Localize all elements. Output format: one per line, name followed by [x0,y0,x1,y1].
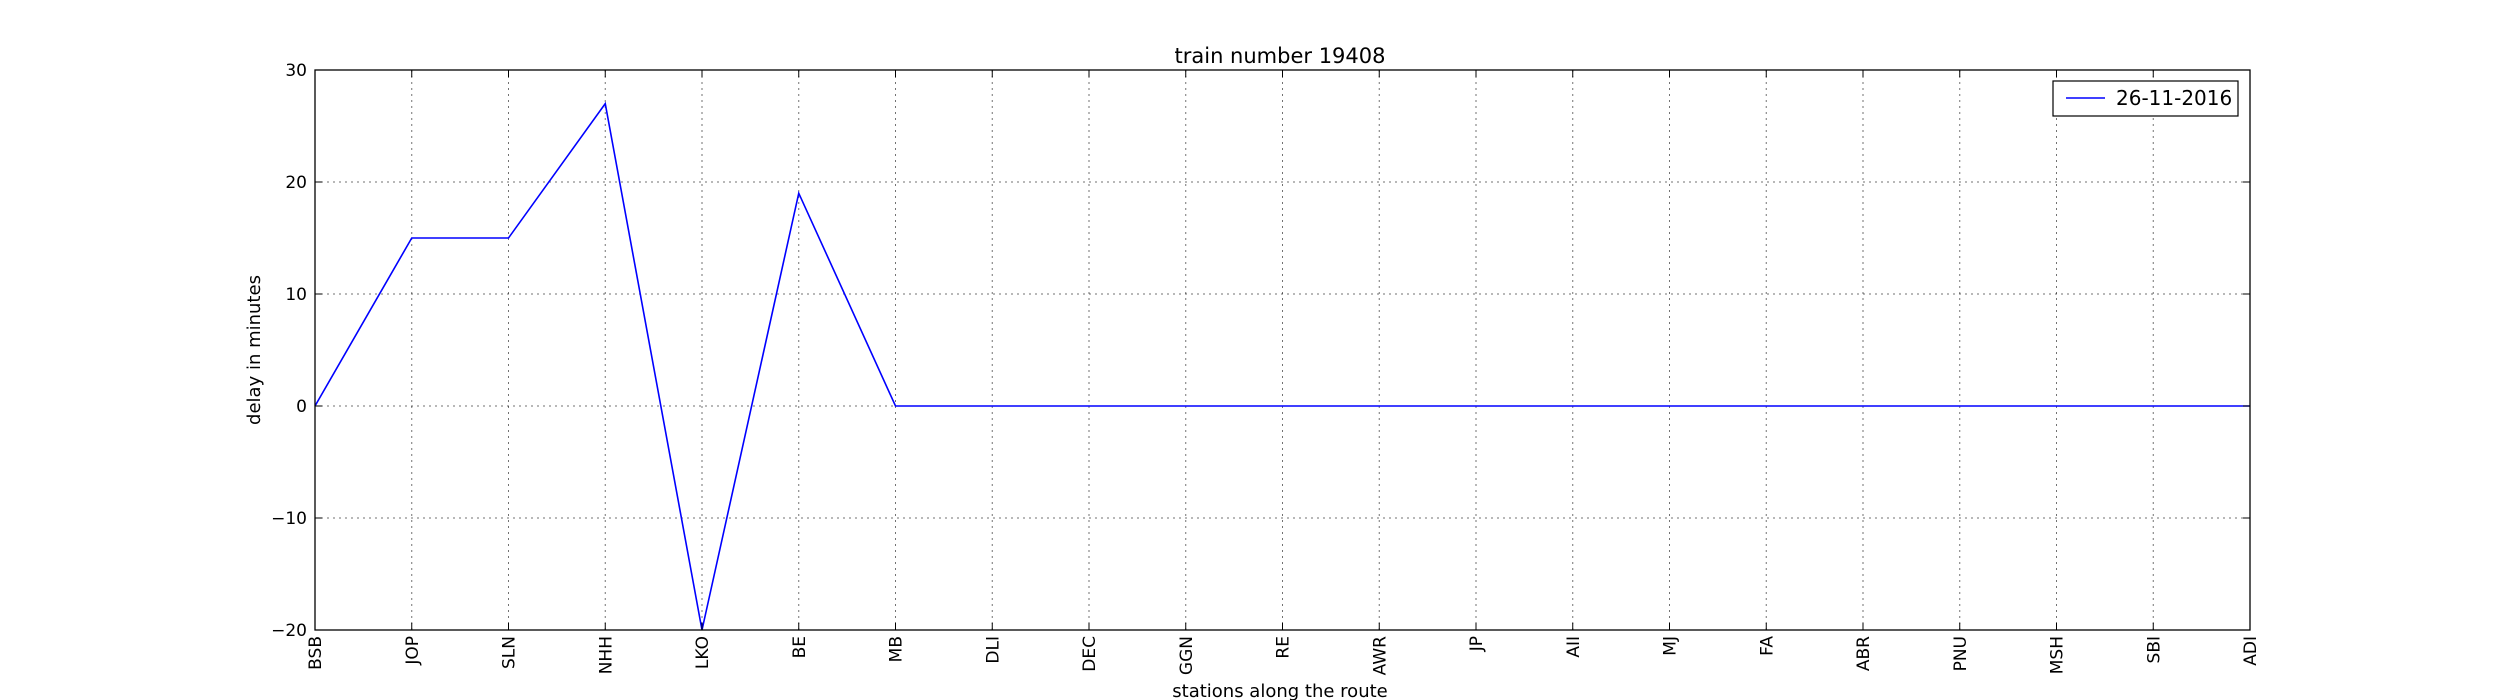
x-tick-label: AII [1564,636,1584,658]
y-tick-label: 30 [285,61,307,81]
x-tick-label: NHH [596,636,616,674]
series-lines [314,101,2250,631]
x-axis-ticks: BSB JOP SLN NHH LKO BE MB DLI DEC GGN RE AWR JP AII MJ… [306,70,2261,675]
x-tick-label: DLI [983,636,1003,664]
x-tick-label: FA [1757,636,1777,656]
x-tick-label: SLN [500,636,520,669]
chart-title: train number 19408 [1175,44,1386,68]
x-tick-label: SBI [2144,636,2164,663]
series-line [314,101,2250,631]
x-tick-label: MJ [1661,636,1681,656]
x-tick-label: BE [790,636,810,658]
x-tick-label: JP [1467,636,1487,652]
y-axis-label: delay in minutes [244,275,265,425]
x-tick-label: GGN [1177,636,1197,675]
x-tick-label: MB [887,636,907,662]
x-tick-label: RE [1274,636,1294,659]
y-tick-label: −20 [271,621,307,641]
x-tick-label: BSB [306,636,326,670]
x-tick-label: JOP [403,636,423,666]
legend-label: 26-11-2016 [2116,86,2232,110]
y-axis-ticks: −20 −10 0 10 20 30 [271,61,2250,641]
x-axis-label: stations along the route [1172,681,1387,700]
grid-lines [314,69,2251,631]
x-tick-label: ADI [2241,636,2261,666]
x-tick-label: MSH [2048,636,2068,674]
y-tick-label: 10 [285,285,307,305]
x-tick-label: LKO [693,636,713,669]
x-tick-label: PNU [1951,636,1971,671]
y-tick-label: −10 [271,509,307,529]
y-tick-label: 0 [296,397,307,417]
x-tick-label: DEC [1080,636,1100,672]
y-tick-label: 20 [285,173,307,193]
x-tick-label: ABR [1854,636,1874,671]
x-tick-label: AWR [1370,636,1390,676]
legend: 26-11-2016 [2052,80,2239,117]
